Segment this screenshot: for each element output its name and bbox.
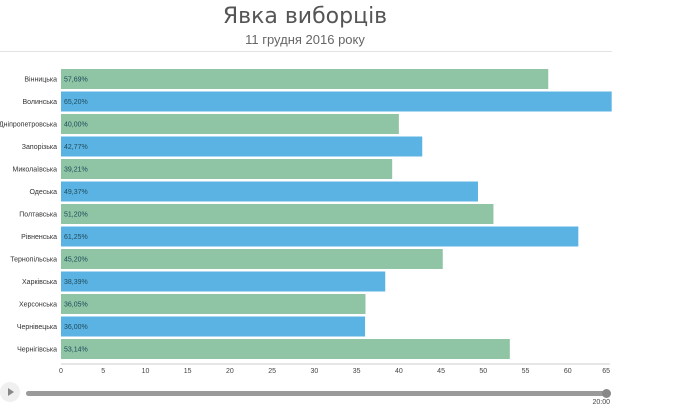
category-label-5: Миколаївська xyxy=(13,167,58,174)
category-label-8: Рівненська xyxy=(21,233,57,241)
bar-6[interactable] xyxy=(61,181,478,202)
x-tick-25: 25 xyxy=(268,368,276,375)
value-label-5: 39,21% xyxy=(64,167,88,174)
value-label-6: 49,37% xyxy=(64,189,88,196)
value-label-7: 51,20% xyxy=(64,212,88,219)
category-label-6: Одеська xyxy=(29,189,57,196)
value-label-9: 45,20% xyxy=(64,257,88,264)
bar-3[interactable] xyxy=(61,114,399,134)
x-tick-30: 30 xyxy=(310,368,318,375)
bar-13[interactable] xyxy=(61,339,510,359)
value-label-1: 57,69% xyxy=(64,77,88,84)
value-label-4: 42,77% xyxy=(64,144,88,151)
value-label-3: 40,00% xyxy=(64,122,88,129)
play-button[interactable] xyxy=(0,382,20,402)
category-labels: Вінницька Волинська Дніпропетровська Запорі… xyxy=(0,76,57,354)
value-label-11: 36,05% xyxy=(64,302,88,309)
bar-11[interactable] xyxy=(61,294,366,314)
timeline-time-label: 20:00 xyxy=(592,399,610,406)
x-tick-0: 0 xyxy=(59,368,63,375)
category-label-4: Запорізька xyxy=(22,143,57,151)
x-tick-10: 10 xyxy=(142,368,150,375)
x-tick-20: 20 xyxy=(226,368,234,375)
value-label-12: 36,00% xyxy=(64,324,88,331)
value-label-13: 53,14% xyxy=(64,347,88,354)
timeline-progress xyxy=(26,391,610,396)
bar-9[interactable] xyxy=(61,249,443,269)
category-label-12: Чернівецька xyxy=(17,323,57,331)
x-tick-5: 5 xyxy=(101,368,105,375)
category-label-2: Волинська xyxy=(22,99,57,106)
category-label-13: Чернігівська xyxy=(17,346,57,354)
category-label-9: Тернопільська xyxy=(10,256,57,264)
bar-10[interactable] xyxy=(61,271,386,292)
timeline-controls: 20:00 xyxy=(0,381,690,409)
header-divider xyxy=(0,51,612,52)
value-label-8: 61,25% xyxy=(64,234,88,241)
bar-1[interactable] xyxy=(61,69,549,89)
value-label-2: 65,20% xyxy=(64,99,88,106)
category-label-11: Херсонська xyxy=(19,302,57,309)
bar-8[interactable] xyxy=(61,226,579,247)
x-axis-ticks: 0 5 10 15 20 25 30 35 40 45 50 55 60 65 xyxy=(59,368,610,375)
category-label-7: Полтавська xyxy=(19,212,57,219)
bar-2[interactable] xyxy=(61,91,612,112)
play-icon xyxy=(8,388,14,396)
x-tick-60: 60 xyxy=(564,368,572,375)
bars xyxy=(61,69,612,359)
x-tick-65: 65 xyxy=(602,368,610,375)
x-tick-50: 50 xyxy=(479,368,487,375)
bar-4[interactable] xyxy=(61,136,423,157)
x-tick-15: 15 xyxy=(184,368,192,375)
chart-title: Явка виборців xyxy=(222,4,388,29)
timeline-slider[interactable] xyxy=(26,389,611,398)
bar-12[interactable] xyxy=(61,316,366,337)
x-tick-45: 45 xyxy=(437,368,445,375)
x-tick-40: 40 xyxy=(395,368,403,375)
bar-5[interactable] xyxy=(61,159,393,179)
timeline-handle[interactable] xyxy=(602,389,611,398)
category-label-1: Вінницька xyxy=(24,76,57,84)
category-label-10: Харківська xyxy=(22,278,57,286)
value-labels: 57,69% 65,20% 40,00% 42,77% 39,21% 49,37% 51,2… xyxy=(64,77,88,354)
value-label-10: 38,39% xyxy=(64,279,88,286)
chart-subtitle: 11 грудня 2016 року xyxy=(245,32,365,47)
x-tick-35: 35 xyxy=(353,368,361,375)
x-tick-55: 55 xyxy=(522,368,530,375)
category-label-3: Дніпропетровська xyxy=(0,121,57,129)
bar-7[interactable] xyxy=(61,204,494,224)
bar-chart: Вінницька Волинська Дніпропетровська Запорі… xyxy=(0,69,612,375)
